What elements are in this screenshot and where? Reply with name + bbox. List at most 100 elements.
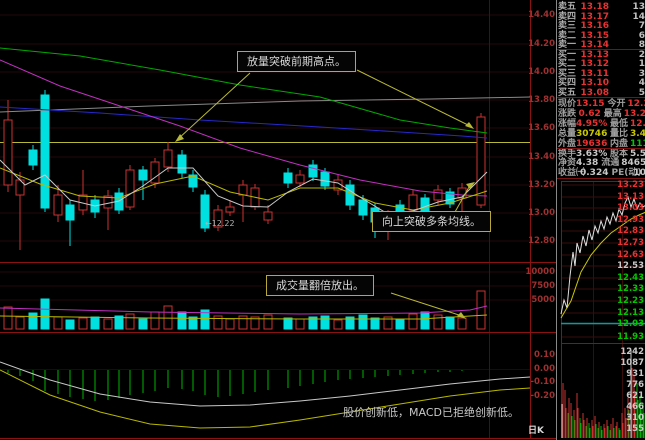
info-label: 量比 — [610, 128, 629, 139]
axis-label: 776 — [626, 380, 644, 390]
intraday-chart[interactable] — [557, 0, 645, 440]
axis-label: 13.60 — [528, 123, 555, 133]
axis-label: 0.10 — [534, 350, 555, 360]
level-label: 买二 — [558, 59, 577, 70]
panel-divider — [557, 148, 645, 149]
order-book-ask-row[interactable]: 卖三 13.16 7 — [558, 21, 645, 31]
annotation-box-break-ma: 向上突破多条均线。 — [372, 211, 491, 232]
order-book-bid-row[interactable]: 买三 13.11 3 — [558, 69, 645, 79]
level-price: 13.13 — [580, 49, 609, 60]
info-label: 外盘 — [558, 138, 577, 149]
info-label: 最低 — [610, 118, 629, 129]
period-tab-daily[interactable]: 日K — [528, 426, 544, 436]
level-volume: 8 — [638, 40, 645, 51]
axis-label: 1242 — [620, 347, 644, 357]
level-volume: 5 — [638, 87, 645, 98]
quote-info-row: 净资 4.38 流通 8465 — [558, 158, 645, 168]
axis-label: 12.43 — [617, 273, 644, 283]
info-label: 收益㈠ — [558, 168, 586, 179]
info-value: 19636 — [576, 138, 608, 149]
order-book-bid-row[interactable]: 买一 13.13 2 — [558, 50, 645, 60]
axis-label: 13.40 — [528, 152, 555, 162]
axis-label: -0.10 — [530, 377, 556, 387]
level-label: 买一 — [558, 49, 577, 60]
annotation-text: 成交量翻倍放出。 — [276, 279, 364, 292]
level-label: 买五 — [558, 87, 577, 98]
order-book-ask-row[interactable]: 卖一 13.14 8 — [558, 40, 645, 50]
axis-label: 12.73 — [617, 238, 644, 248]
panel-divider — [557, 49, 645, 50]
axis-label: 12.03 — [617, 319, 644, 329]
level-price: 13.18 — [580, 2, 609, 12]
info-label: 最高 — [603, 108, 622, 119]
level-volume: 4 — [638, 78, 645, 89]
axis-label: 12.80 — [528, 236, 555, 246]
kline-chart[interactable] — [0, 0, 556, 440]
info-value: 12.2 — [627, 99, 645, 109]
annotation-text: 向上突破多条均线。 — [382, 215, 481, 228]
axis-label: 14.20 — [528, 39, 555, 49]
info-value: 4.38 — [576, 158, 599, 169]
level-price: 13.14 — [580, 40, 609, 51]
axis-label: 13.80 — [528, 95, 555, 105]
level-label: 卖五 — [558, 2, 577, 12]
axis-label: 13.20 — [528, 180, 555, 190]
order-book-ask-row[interactable]: 卖四 13.17 14 — [558, 12, 645, 22]
info-label: 换手 — [558, 148, 577, 159]
axis-label: 10000 — [525, 267, 555, 277]
axis-label: 13.00 — [528, 208, 555, 218]
quote-info-row: 总量 30746 量比 3.4 — [558, 129, 645, 139]
info-value: 3.63% — [576, 148, 608, 159]
axis-label: 12.13 — [617, 308, 644, 318]
info-value: 0.324 — [580, 168, 609, 179]
info-value: 30746 — [576, 128, 608, 139]
order-book-ask-row[interactable]: 卖二 13.15 6 — [558, 31, 645, 41]
level-price: 13.15 — [580, 30, 609, 41]
level-price: 13.08 — [580, 87, 609, 98]
level-price: 13.10 — [580, 78, 609, 89]
info-value: 10 — [633, 168, 645, 179]
axis-label: 310 — [626, 413, 644, 423]
level-volume: 2 — [638, 49, 645, 60]
info-value: 13.15 — [576, 99, 605, 109]
info-value: 8465 — [621, 158, 645, 169]
info-value: 3.4 — [630, 128, 645, 139]
level-volume: 1 — [638, 59, 645, 70]
level-volume: 13 — [632, 2, 645, 12]
annotation-box-breakout-high: 放量突破前期高点。 — [237, 51, 356, 72]
axis-label: 13.03 — [617, 203, 644, 213]
level-price: 13.16 — [580, 21, 609, 32]
info-value: 0.62 — [578, 108, 601, 119]
info-value: 11110 — [630, 138, 645, 149]
price-low-marker: ←12.22 — [205, 219, 235, 228]
axis-label: -0.20 — [530, 391, 556, 401]
info-value: 4.95% — [576, 118, 608, 129]
level-volume: 7 — [638, 21, 645, 32]
order-book-ask-row[interactable]: 卖五 13.18 13 — [558, 2, 645, 12]
order-book-bid-row[interactable]: 买五 13.08 5 — [558, 88, 645, 98]
axis-label: 12.33 — [617, 284, 644, 294]
annotation-text: 放量突破前期高点。 — [247, 55, 346, 68]
level-price: 13.12 — [580, 59, 609, 70]
order-book-bid-row[interactable]: 买四 13.10 4 — [558, 78, 645, 88]
axis-label: 12.93 — [617, 215, 644, 225]
quote-panel-window: 卖五 13.18 13 卖四 13.17 14 卖三 13.16 7 卖二 13.15 6 卖一 13.1… — [556, 0, 645, 440]
kline-chart-window: 14.40 14.20 14.00 13.80 13.60 13.40 13.20 13.00… — [0, 0, 556, 440]
axis-label: 466 — [626, 402, 644, 412]
info-value: 5.56 — [630, 148, 645, 159]
level-label: 卖一 — [558, 40, 577, 51]
axis-label: 1087 — [620, 358, 644, 368]
axis-label: 0.00 — [534, 364, 555, 374]
axis-label: 931 — [626, 369, 644, 379]
panel-divider — [557, 97, 645, 98]
axis-label: 12.23 — [617, 296, 644, 306]
level-volume: 6 — [638, 30, 645, 41]
kline-axis-labels: 14.40 14.20 14.00 13.80 13.60 13.40 13.20 13.00… — [525, 0, 556, 440]
level-label: 卖二 — [558, 30, 577, 41]
axis-label: 11.93 — [617, 332, 644, 342]
order-book-bid-row[interactable]: 买二 13.12 1 — [558, 59, 645, 69]
info-label: 涨幅 — [558, 118, 577, 129]
info-label: 总量 — [558, 128, 577, 139]
axis-label: 13.23 — [617, 180, 644, 190]
